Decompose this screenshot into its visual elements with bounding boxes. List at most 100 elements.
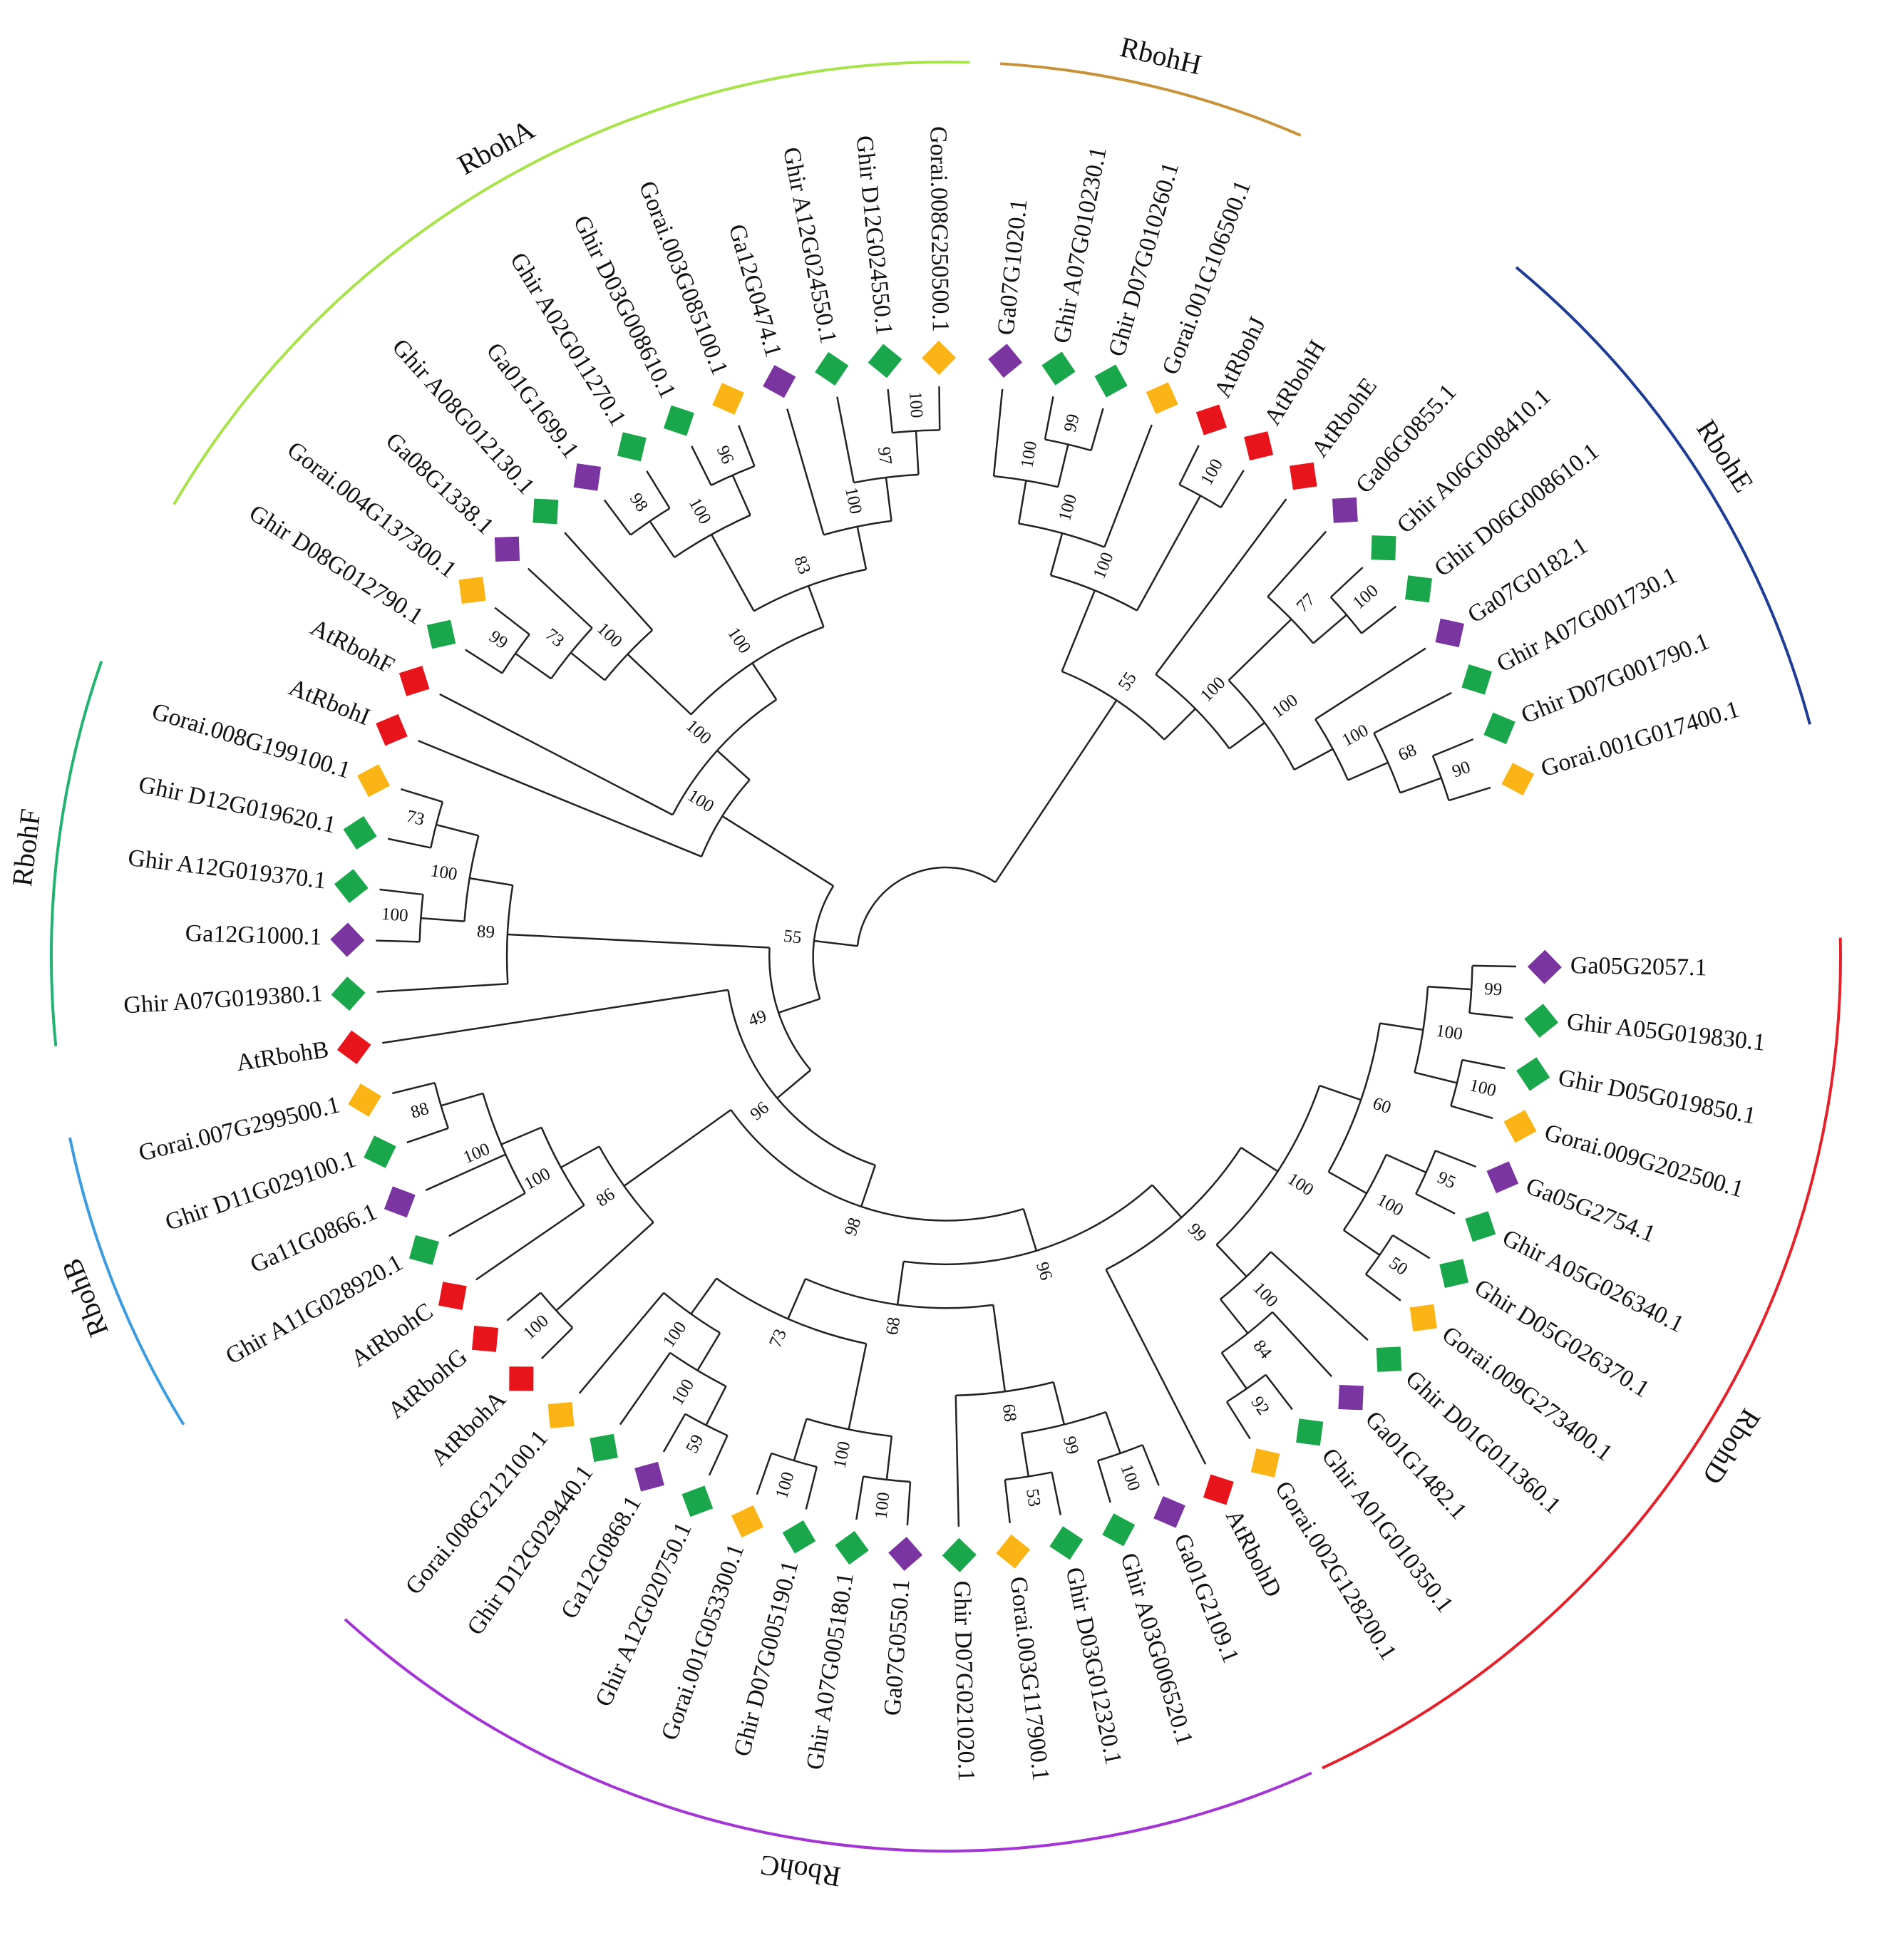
branch xyxy=(1294,748,1334,771)
leaf-label: Ga12G1000.1 xyxy=(185,920,322,950)
branch xyxy=(1399,777,1442,794)
branch-arc xyxy=(550,627,593,679)
branch xyxy=(1267,530,1327,597)
branch xyxy=(1020,1433,1030,1477)
leaf-marker xyxy=(617,432,647,462)
branch xyxy=(619,1352,671,1426)
branch xyxy=(836,396,855,483)
leaf-marker xyxy=(1376,1346,1402,1372)
branch xyxy=(1472,964,1516,968)
branch xyxy=(1228,618,1292,681)
leaf-marker xyxy=(364,1135,396,1168)
branch-arc xyxy=(903,1184,1153,1265)
branch xyxy=(1448,786,1491,802)
branch xyxy=(731,475,751,516)
branch xyxy=(1414,1071,1458,1084)
leaf-marker xyxy=(988,344,1023,378)
branch-arc xyxy=(856,866,996,947)
leaf-marker xyxy=(1290,462,1317,490)
branch-arc xyxy=(598,1145,654,1223)
branch xyxy=(570,651,606,681)
leaf-marker xyxy=(681,1485,714,1517)
leaf-marker xyxy=(1516,1057,1550,1091)
leaf-marker xyxy=(1203,1474,1234,1505)
branch xyxy=(690,1277,718,1315)
branch-arc xyxy=(955,1381,1054,1397)
branch-arc xyxy=(730,1109,1024,1222)
leaf-marker xyxy=(334,869,369,903)
branch xyxy=(1319,1084,1362,1101)
branch xyxy=(500,1126,542,1145)
branch xyxy=(786,408,825,535)
branch xyxy=(564,532,654,631)
branch xyxy=(1225,1401,1251,1440)
leaf-marker xyxy=(1435,618,1464,648)
branch xyxy=(392,1081,436,1095)
branch xyxy=(382,989,729,1044)
branch xyxy=(400,788,443,803)
branch xyxy=(436,823,479,837)
leaf-marker xyxy=(815,351,849,386)
branch-arc xyxy=(433,1082,449,1129)
branch xyxy=(1432,738,1474,757)
branch xyxy=(710,534,755,612)
branch-arc xyxy=(1228,679,1295,770)
leaf-marker xyxy=(1049,1526,1084,1560)
leaf-marker xyxy=(1486,1161,1519,1194)
branch xyxy=(379,888,423,896)
leaf-marker xyxy=(1461,664,1492,695)
branch xyxy=(1096,1460,1111,1503)
leaf-marker xyxy=(1244,431,1274,461)
leaf-marker xyxy=(712,383,744,415)
branch xyxy=(1056,444,1069,488)
leaf-marker xyxy=(1527,949,1562,984)
leaf-marker xyxy=(1465,1211,1496,1242)
bootstrap-value: 99 xyxy=(1061,412,1084,434)
leaf-marker xyxy=(384,1186,416,1218)
branch xyxy=(696,1332,721,1371)
leaf-marker xyxy=(547,1402,575,1428)
leaf-marker xyxy=(1195,404,1227,435)
branch-arc xyxy=(853,473,919,484)
branch xyxy=(603,499,632,536)
leaf-marker xyxy=(1405,575,1432,603)
branch xyxy=(649,520,676,558)
branch-arc xyxy=(716,1277,867,1345)
branch-arc xyxy=(1221,1311,1273,1354)
clade-arc xyxy=(1322,937,1842,1770)
branch xyxy=(751,662,778,701)
branch xyxy=(1141,1444,1160,1486)
branch xyxy=(856,526,868,570)
branch xyxy=(860,1165,877,1207)
clade-arc xyxy=(50,660,103,1047)
branch xyxy=(778,998,820,1014)
branch-arc xyxy=(1468,965,1473,1014)
leaf-marker xyxy=(494,536,520,562)
bootstrap-value: 100 xyxy=(429,861,458,885)
clade-arc xyxy=(344,1618,1312,1852)
bootstrap-value: 100 xyxy=(381,904,408,926)
leaf-marker xyxy=(331,976,366,1011)
branch xyxy=(1265,1374,1293,1411)
leaf-marker xyxy=(782,1520,816,1554)
branch-arc xyxy=(505,885,514,984)
branch xyxy=(406,1127,449,1144)
branch-arc xyxy=(1342,1154,1387,1231)
branch-arc xyxy=(482,1093,526,1194)
leaf-marker xyxy=(408,1235,439,1265)
branch xyxy=(691,445,712,486)
branch-arc xyxy=(1155,674,1230,749)
leaf-marker xyxy=(1250,1448,1280,1478)
branch-arc xyxy=(690,626,824,716)
leaf-marker xyxy=(398,666,430,696)
leaf-marker xyxy=(868,344,902,378)
branch-arc xyxy=(604,629,654,681)
branch xyxy=(425,1153,506,1192)
branch xyxy=(1228,721,1265,750)
branch xyxy=(376,982,508,993)
branch xyxy=(662,1413,686,1453)
leaf-marker xyxy=(532,498,559,525)
clade-arc xyxy=(173,61,970,505)
